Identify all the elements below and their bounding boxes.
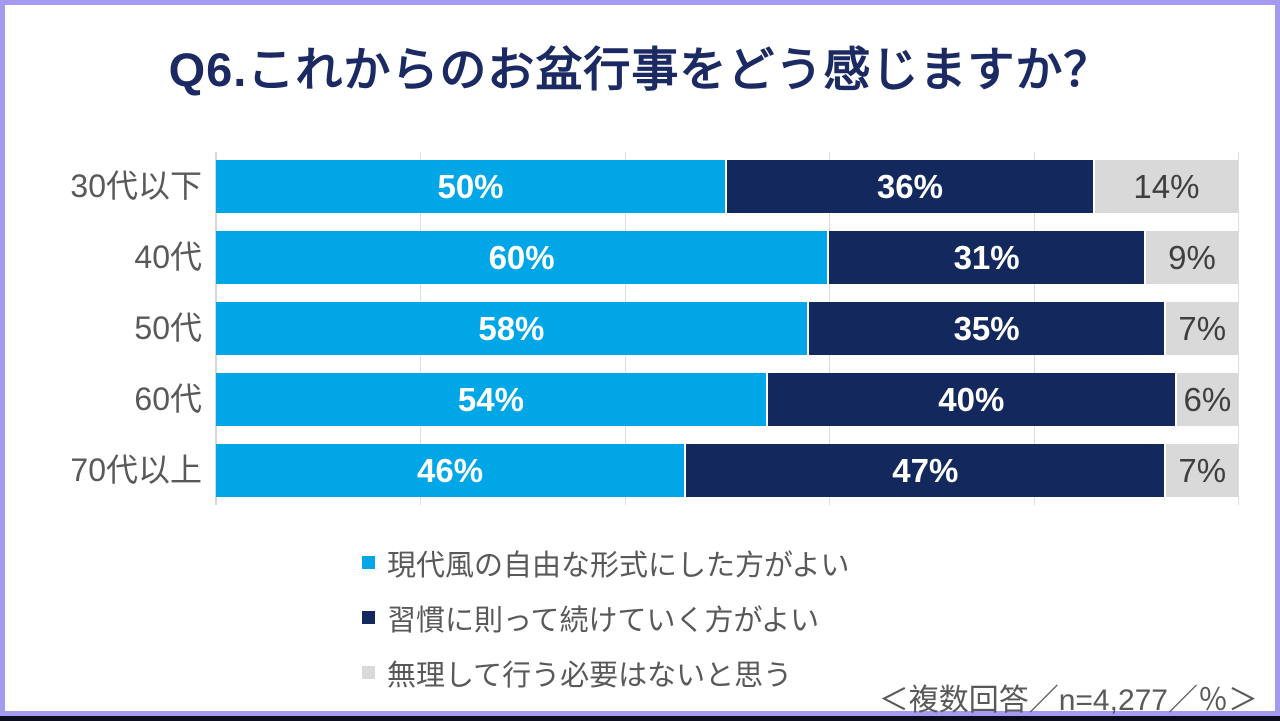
bar-segment-3-0: 54% <box>216 373 768 426</box>
legend-swatch-icon <box>362 666 375 679</box>
bar-segment-1-2: 9% <box>1146 231 1238 284</box>
data-label: 58% <box>478 310 545 347</box>
data-label: 60% <box>488 239 555 276</box>
data-label: 46% <box>417 452 484 489</box>
chart-title: Q6.これからのお盆行事をどう感じますか？ <box>168 43 1112 96</box>
category-label-2: 50代 <box>134 310 202 346</box>
data-label: 50% <box>437 168 504 205</box>
data-label: 35% <box>953 310 1020 347</box>
legend-swatch-icon <box>362 556 375 569</box>
category-label-0: 30代以下 <box>70 168 202 204</box>
data-label: 7% <box>1178 452 1227 489</box>
gridline-100 <box>1238 152 1239 505</box>
survey-note: ＜複数回答／n=4,277／％＞ <box>878 684 1258 717</box>
bar-segment-2-1: 35% <box>808 302 1167 355</box>
legend-label: 現代風の自由な形式にした方がよい <box>387 549 850 582</box>
bar-segment-2-0: 58% <box>216 302 809 355</box>
legend-label: 無理して行う必要はないと思う <box>387 659 793 692</box>
category-axis: 30代以下 40代 50代 60代 70代以上 <box>5 152 208 505</box>
data-label: 9% <box>1168 239 1216 276</box>
legend-item-0: 現代風の自由な形式にした方がよい <box>362 547 850 582</box>
legend: 現代風の自由な形式にした方がよい 習慣に則って続けていく方がよい 無理して行う必要は… <box>362 547 850 692</box>
bar-segment-1-1: 31% <box>829 231 1146 284</box>
legend-swatch-icon <box>362 611 375 624</box>
data-label: 40% <box>938 381 1005 418</box>
bar-row-1: 60% 31% 9% <box>216 231 1238 284</box>
data-label: 7% <box>1178 310 1227 347</box>
data-label: 6% <box>1183 381 1232 418</box>
bar-segment-0-1: 36% <box>727 160 1095 213</box>
bar-segment-2-2: 7% <box>1166 302 1238 355</box>
bottom-edge-bar <box>0 716 1280 721</box>
bar-row-0: 50% 36% 14% <box>216 160 1238 213</box>
legend-label: 習慣に則って続けていく方がよい <box>387 604 820 637</box>
category-label-1: 40代 <box>134 239 202 275</box>
bar-segment-0-2: 14% <box>1094 160 1238 213</box>
bar-segment-3-2: 6% <box>1176 373 1238 426</box>
bar-row-2: 58% 35% 7% <box>216 302 1238 355</box>
data-label: 14% <box>1133 168 1200 205</box>
legend-item-2: 無理して行う必要はないと思う <box>362 657 850 692</box>
bar-row-3: 54% 40% 6% <box>216 373 1238 426</box>
bar-segment-1-0: 60% <box>216 231 830 284</box>
plot-area: 50% 36% 14% 60% 31% 9% 58% 35% 7% 54% 40% 6% 46% 47% 7… <box>215 152 1239 505</box>
legend-item-1: 習慣に則って続けていく方がよい <box>362 602 850 637</box>
bar-segment-4-0: 46% <box>216 444 687 497</box>
bar-segment-3-1: 40% <box>767 373 1177 426</box>
bar-row-4: 46% 47% 7% <box>216 444 1238 497</box>
bar-segment-0-0: 50% <box>216 160 727 213</box>
data-label: 31% <box>953 239 1020 276</box>
data-label: 54% <box>457 381 524 418</box>
bar-segment-4-1: 47% <box>686 444 1167 497</box>
category-label-3: 60代 <box>134 381 202 417</box>
data-label: 36% <box>876 168 943 205</box>
bar-segment-4-2: 7% <box>1166 444 1238 497</box>
category-label-4: 70代以上 <box>70 452 202 488</box>
data-label: 47% <box>892 452 959 489</box>
